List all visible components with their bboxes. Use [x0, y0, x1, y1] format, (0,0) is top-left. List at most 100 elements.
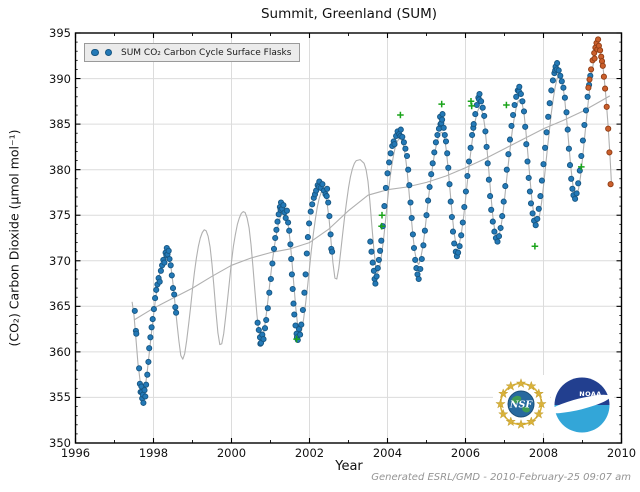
flask-data-point: [446, 181, 453, 188]
preliminary-flask-data-point: [595, 36, 602, 43]
legend-marker-dot-icon: [104, 48, 112, 57]
flask-data-point: [288, 255, 295, 263]
rejected-flask-data-point: [468, 102, 475, 110]
flask-data-point: [255, 326, 262, 334]
flask-data-point: [157, 267, 164, 274]
flask-data-point: [525, 174, 532, 181]
flask-data-point: [469, 131, 476, 139]
flask-data-point: [381, 203, 388, 210]
flask-data-point: [399, 133, 406, 140]
flask-data-point: [522, 123, 529, 130]
preliminary-flask-data-point: [597, 47, 604, 54]
y-tick-label: 385: [49, 117, 71, 132]
flask-data-point: [548, 87, 555, 94]
flask-data-point: [303, 250, 310, 257]
flask-data-point: [489, 218, 496, 225]
x-tick-label: 2006: [450, 446, 481, 460]
flask-data-point: [459, 219, 466, 226]
flask-data-point: [428, 171, 435, 178]
legend: SUM CO₂ Carbon Cycle Surface Flasks: [84, 43, 301, 62]
flask-data-point: [299, 306, 306, 314]
flask-data-point: [579, 137, 586, 144]
flask-data-point: [534, 215, 541, 222]
x-tick-label: 1996: [60, 446, 91, 460]
flask-data-point: [273, 226, 280, 233]
flask-data-point: [406, 182, 413, 189]
rejected-flask-data-point: [293, 335, 300, 343]
flask-data-point: [485, 176, 492, 183]
flask-data-point: [283, 207, 290, 214]
x-tick-label: 2010: [606, 446, 637, 460]
y-tick-label: 365: [49, 299, 71, 314]
flask-data-point: [302, 271, 309, 278]
flask-data-point: [292, 322, 299, 329]
rejected-flask-data-point: [378, 222, 385, 230]
flask-data-point: [564, 126, 571, 133]
flask-data-point: [172, 304, 179, 311]
flask-data-point: [319, 181, 326, 188]
flask-data-point: [569, 185, 576, 192]
flask-data-point: [445, 164, 452, 171]
series-1: [585, 36, 614, 188]
flask-data-point: [451, 240, 458, 247]
noaa-emblem-icon: [549, 372, 614, 438]
flask-data-point: [133, 330, 140, 337]
rejected-flask-data-point: [397, 111, 404, 119]
flask-data-point: [500, 198, 507, 205]
flask-data-point: [510, 111, 517, 119]
flask-data-point: [144, 371, 151, 378]
nsf-logo-text: NSF: [509, 400, 534, 411]
rejected-flask-data-point: [531, 242, 539, 250]
x-tick-label: 2004: [372, 446, 403, 460]
flask-data-point: [429, 160, 436, 167]
flask-data-point: [377, 247, 384, 254]
flask-data-point: [171, 291, 178, 298]
flask-data-point: [497, 224, 504, 232]
rejected-flask-data-point: [378, 211, 386, 219]
flask-data-point: [546, 100, 553, 107]
flask-data-point: [491, 228, 498, 235]
flask-data-point: [307, 208, 314, 215]
flask-data-point: [582, 107, 590, 114]
flask-data-point: [282, 214, 289, 222]
x-tick-label: 2002: [294, 446, 325, 460]
flask-data-point: [148, 324, 155, 331]
flask-data-point: [447, 198, 454, 205]
flask-data-point: [581, 121, 588, 129]
flask-data-point: [267, 275, 274, 283]
flask-data-point: [448, 213, 455, 221]
flask-data-point: [476, 90, 483, 98]
flask-data-point: [481, 112, 488, 119]
flask-data-point: [149, 316, 156, 323]
x-axis-label: Year: [335, 459, 363, 474]
flask-data-point: [280, 202, 287, 209]
y-tick-label: 360: [49, 344, 71, 359]
preliminary-flask-data-point: [603, 103, 610, 110]
flask-data-point: [288, 271, 295, 278]
flask-data-point: [136, 365, 143, 372]
flask-data-point: [367, 238, 374, 245]
flask-data-point: [572, 195, 579, 202]
preliminary-flask-data-point: [586, 76, 593, 83]
flask-data-point: [298, 321, 305, 328]
flask-data-point: [432, 139, 439, 146]
flask-data-point: [484, 160, 491, 167]
preliminary-flask-data-point: [606, 149, 613, 156]
flask-data-point: [131, 307, 138, 314]
flask-data-point: [286, 227, 293, 234]
flask-data-point: [499, 213, 506, 220]
flask-data-point: [488, 206, 495, 213]
flask-data-point: [470, 121, 477, 128]
flask-data-point: [141, 387, 148, 394]
flask-data-point: [565, 145, 572, 152]
flask-data-point: [431, 149, 438, 156]
rejected-flask-data-point: [503, 101, 510, 109]
flask-data-point: [461, 203, 468, 211]
flask-data-point: [409, 231, 416, 238]
flask-data-point: [575, 180, 582, 187]
nsf-starburst-icon: [493, 375, 550, 433]
flask-data-point: [156, 278, 163, 285]
flask-data-point: [143, 381, 150, 388]
flask-data-point: [434, 131, 441, 139]
